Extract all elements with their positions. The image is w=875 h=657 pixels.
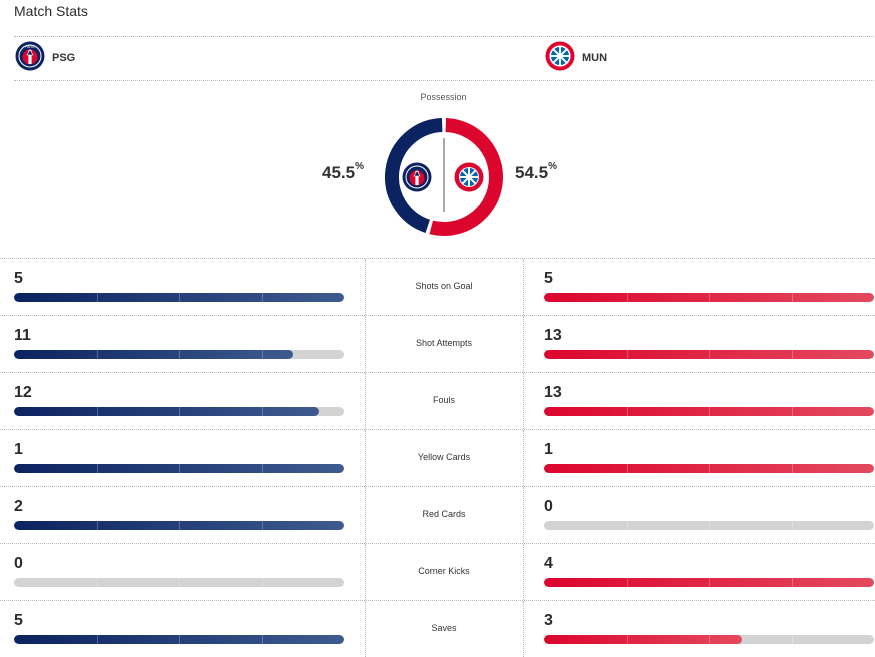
home-stat-bar-fill (14, 293, 344, 302)
away-stat-value: 4 (544, 555, 553, 572)
away-stat-value: 5 (544, 270, 553, 287)
column-divider (523, 259, 524, 315)
away-stat-bar (544, 578, 874, 587)
column-divider (365, 487, 366, 543)
away-stat-bar (544, 521, 874, 530)
column-divider (523, 601, 524, 657)
away-stat-bar (544, 293, 874, 302)
psg-crest-icon: PARIS (15, 41, 45, 76)
home-stat-bar-fill (14, 407, 319, 416)
away-stat-value: 3 (544, 612, 553, 629)
home-stat-value: 11 (14, 327, 31, 344)
home-stat-bar-fill (14, 350, 294, 359)
away-stat-bar-fill (544, 464, 874, 473)
home-possession-arc (385, 118, 443, 234)
bayern-crest-icon (545, 41, 575, 76)
stats-table: 5 Shots on Goal 5 11 Shot Attempts 13 12 Fouls 1… (0, 258, 875, 657)
column-divider (523, 430, 524, 486)
home-stat-value: 12 (14, 384, 32, 401)
stat-label: Red Cards (422, 509, 466, 519)
column-divider (523, 487, 524, 543)
home-stat-value: 1 (14, 441, 23, 458)
possession-donut-chart (385, 118, 503, 236)
column-divider (365, 544, 366, 600)
stat-label: Yellow Cards (417, 452, 471, 462)
home-team-header[interactable]: PARIS PSG (15, 41, 76, 76)
home-stat-value: 2 (14, 498, 23, 515)
stat-row: 2 Red Cards 0 (0, 486, 875, 543)
stat-row: 1 Yellow Cards 1 (0, 429, 875, 486)
stat-label: Shots on Goal (415, 281, 473, 291)
home-stat-bar (14, 578, 344, 587)
stat-row: 12 Fouls 13 (0, 372, 875, 429)
away-stat-bar (544, 407, 874, 416)
away-stat-bar (544, 350, 874, 359)
away-stat-value: 1 (544, 441, 553, 458)
column-divider (365, 601, 366, 657)
bayern-crest-icon (454, 162, 484, 192)
home-stat-bar (14, 407, 344, 416)
column-divider (523, 544, 524, 600)
column-divider (523, 373, 524, 429)
away-stat-bar (544, 464, 874, 473)
home-stat-value: 0 (14, 555, 23, 572)
svg-text:PARIS: PARIS (25, 45, 34, 49)
home-stat-bar (14, 521, 344, 530)
possession-label: Possession (420, 92, 467, 102)
away-team-header[interactable]: MUN (545, 41, 608, 76)
away-stat-bar-fill (544, 293, 874, 302)
away-stat-value: 13 (544, 327, 562, 344)
home-stat-value: 5 (14, 612, 23, 629)
stat-label: Shot Attempts (415, 338, 473, 348)
home-stat-bar (14, 464, 344, 473)
column-divider (365, 316, 366, 372)
home-stat-bar (14, 293, 344, 302)
home-stat-bar-fill (14, 521, 344, 530)
away-stat-value: 0 (544, 498, 553, 515)
stat-label: Saves (431, 623, 457, 633)
divider (14, 36, 874, 37)
away-stat-value: 13 (544, 384, 562, 401)
stat-row: 0 Corner Kicks 4 (0, 543, 875, 600)
away-possession-arc (429, 118, 503, 236)
away-stat-bar-fill (544, 407, 874, 416)
column-divider (365, 373, 366, 429)
divider (14, 80, 874, 81)
away-team-abbr: MUN (582, 52, 608, 64)
section-title: Match Stats (14, 3, 88, 19)
home-team-abbr: PSG (52, 52, 76, 64)
column-divider (365, 259, 366, 315)
away-stat-bar-fill (544, 350, 874, 359)
column-divider (523, 316, 524, 372)
stat-label: Corner Kicks (418, 566, 470, 576)
psg-crest-icon (402, 162, 432, 192)
home-possession-value: 45.5% (322, 161, 364, 182)
column-divider (365, 430, 366, 486)
stat-row: 11 Shot Attempts 13 (0, 315, 875, 372)
away-stat-bar-fill (544, 578, 874, 587)
stat-label: Fouls (432, 395, 455, 405)
home-stat-value: 5 (14, 270, 23, 287)
home-stat-bar (14, 350, 344, 359)
stat-row: 5 Saves 3 (0, 600, 875, 657)
away-possession-value: 54.5% (515, 161, 557, 182)
stat-row: 5 Shots on Goal 5 (0, 258, 875, 315)
home-stat-bar-fill (14, 464, 344, 473)
